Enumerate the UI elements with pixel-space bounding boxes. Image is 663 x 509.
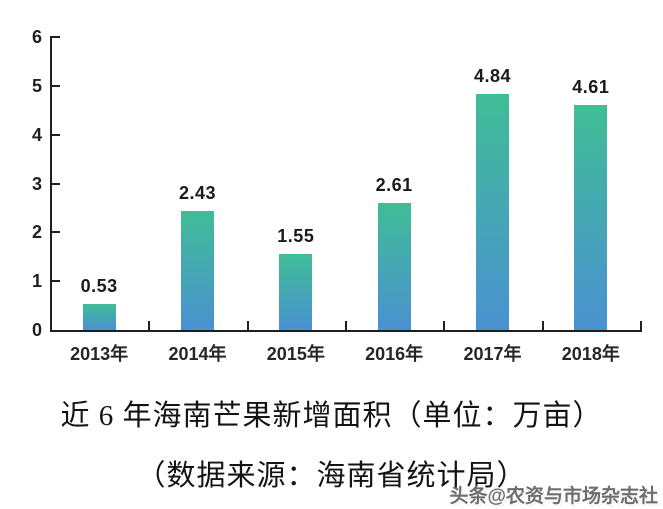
y-axis-tick (50, 280, 60, 283)
x-axis-line (50, 330, 642, 332)
y-axis-line (50, 37, 52, 332)
x-axis-label-2013年: 2013年 (70, 344, 129, 364)
x-axis-tick (640, 321, 642, 330)
data-label-2013年: 0.53 (80, 276, 118, 297)
bar-2015年 (279, 254, 313, 330)
bar-2017年 (476, 93, 509, 330)
watermark-text: 头条@农资与市场杂志社 (449, 486, 658, 507)
x-axis-label-2017年: 2017年 (463, 344, 522, 364)
y-axis-tick (50, 84, 60, 87)
y-axis-tick-label: 0 (31, 320, 42, 340)
y-axis-tick (50, 133, 60, 136)
bar-2013年 (82, 304, 116, 330)
x-axis-tick (148, 321, 151, 330)
x-axis-label-2015年: 2015年 (266, 344, 325, 364)
y-axis-tick-label: 3 (31, 173, 42, 194)
y-axis-tick (50, 36, 60, 38)
y-axis-tick-label: 4 (31, 124, 42, 145)
x-axis-tick (345, 321, 347, 330)
data-label-2015年: 1.55 (277, 226, 315, 247)
chart-title: 近 6 年海南芒果新增面积（单位：万亩） (60, 400, 603, 432)
y-axis-tick-label: 5 (31, 75, 42, 96)
data-label-2017年: 4.84 (473, 65, 512, 86)
bar-2014年 (181, 211, 214, 330)
x-axis-tick (246, 321, 249, 330)
y-axis-tick-label: 2 (31, 222, 42, 243)
x-axis-label-2014年: 2014年 (168, 344, 227, 364)
y-axis-tick (50, 182, 60, 185)
y-axis-tick-label: 6 (31, 27, 42, 47)
x-axis-label-2018年: 2018年 (561, 344, 620, 364)
chart-source-subtitle: （数据来源：海南省统计局） (136, 460, 527, 492)
data-label-2018年: 4.61 (572, 76, 610, 97)
x-axis-label-2016年: 2016年 (365, 344, 424, 364)
x-axis-tick (541, 321, 544, 330)
data-label-2014年: 2.43 (178, 183, 217, 204)
y-axis-tick-label: 1 (31, 271, 42, 292)
bar-2018年 (574, 104, 608, 330)
x-axis-tick (443, 321, 446, 330)
bar-2016年 (377, 202, 411, 330)
data-label-2016年: 2.61 (375, 174, 413, 195)
y-axis-tick (50, 231, 60, 234)
